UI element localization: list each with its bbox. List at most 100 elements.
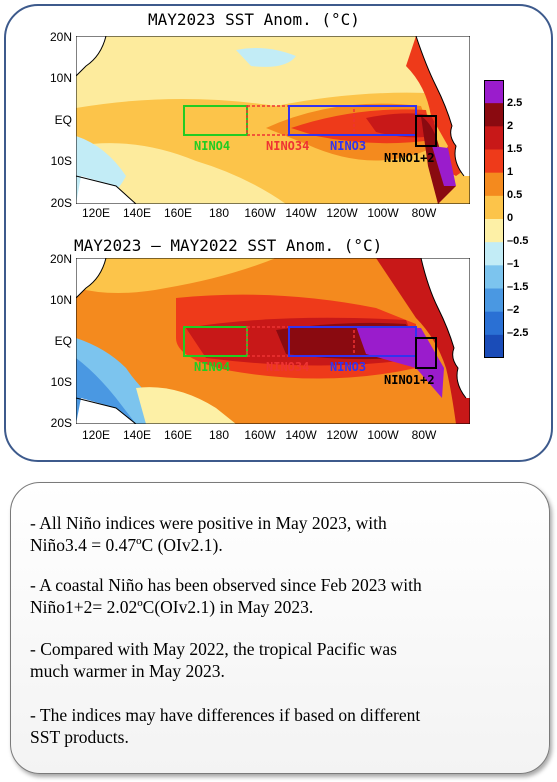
top-label-nino34: NINO34: [266, 139, 309, 153]
bottom-sst-map: NINO4 NINO34 NINO3 NINO1+2: [76, 258, 470, 424]
bottom-label-nino12: NINO1+2: [384, 373, 435, 387]
top-box-nino34: [246, 105, 355, 136]
note-line: - Compared with May 2022, the tropical P…: [30, 639, 397, 659]
colorbar-label: 2.5: [507, 97, 523, 109]
colorbar-label: 0.5: [507, 189, 523, 201]
lon-label: 140W: [285, 206, 317, 220]
colorbar-swatch: [484, 334, 504, 358]
lat-label: EQ: [54, 113, 72, 127]
lat-label: EQ: [54, 334, 72, 348]
note-line: much warmer in May 2023.: [30, 661, 225, 681]
lat-label: 10N: [49, 293, 72, 307]
lat-label: 10N: [49, 71, 72, 85]
note-line: - The indices may have differences if ba…: [30, 705, 421, 725]
lon-label: 120W: [326, 428, 358, 442]
lat-label: 10S: [50, 154, 72, 168]
top-label-nino12: NINO1+2: [384, 151, 435, 165]
colorbar-swatch: [484, 195, 504, 220]
coastline-americas: [420, 258, 467, 399]
land-australia: [76, 398, 136, 424]
colorbar-label: 1: [507, 166, 514, 178]
lat-label: 20N: [49, 30, 72, 44]
colorbar-label: 2: [507, 120, 514, 132]
colorbar-swatch: [484, 242, 504, 266]
colorbar-label: 0: [507, 212, 514, 224]
lon-label: 120E: [81, 428, 111, 442]
lon-label: 120E: [81, 206, 111, 220]
land-americas: [421, 258, 470, 398]
sst-region-north: [76, 258, 276, 293]
colorbar: [484, 80, 504, 358]
colorbar-swatch: [484, 126, 504, 150]
note-line: Niño3.4 = 0.47ºC (OIv2.1).: [30, 535, 223, 555]
colorbar-swatch: [484, 288, 504, 313]
lon-label: 160E: [163, 428, 193, 442]
sst-region-peak: [432, 146, 456, 186]
lon-label: 180: [208, 206, 230, 220]
colorbar-label: –2: [507, 304, 520, 316]
top-label-nino3: NINO3: [330, 139, 366, 153]
lon-label: 100W: [367, 206, 399, 220]
note-line: SST products.: [30, 727, 129, 747]
lat-label: 20S: [50, 416, 72, 430]
bottom-label-nino4: NINO4: [194, 360, 230, 374]
coastline-australia: [76, 397, 137, 424]
sst-region-mild-s: [136, 387, 236, 424]
lon-label: 80W: [411, 428, 437, 442]
sst-region-south: [76, 143, 286, 204]
top-box-nino12: [415, 115, 437, 147]
lon-label: 160W: [244, 428, 276, 442]
lon-label: 80W: [411, 206, 437, 220]
note-line: - A coastal Niño has been observed since…: [30, 575, 422, 595]
lat-label: 20S: [50, 196, 72, 210]
colorbar-frame: [484, 80, 504, 358]
colorbar-swatch: [484, 172, 504, 197]
colorbar-swatch: [484, 149, 504, 174]
note-line: Niño1+2= 2.02ºC(OIv2.1) in May 2023.: [30, 597, 314, 617]
note-line: - All Niño indices were positive in May …: [30, 513, 387, 533]
colorbar-swatch: [484, 80, 504, 104]
colorbar-swatch: [484, 103, 504, 127]
land-asia: [76, 36, 106, 76]
lat-label: 10S: [50, 375, 72, 389]
notes-panel: [10, 482, 550, 774]
lon-label: 160W: [244, 206, 276, 220]
sst-region-north: [76, 36, 470, 108]
bottom-map-title: MAY2023 – MAY2022 SST Anom. (°C): [74, 236, 383, 255]
bottom-box-nino34: [246, 326, 355, 357]
bottom-label-nino34: NINO34: [266, 360, 309, 374]
coastline-americas: [415, 36, 465, 177]
note-item: - Compared with May 2022, the tropical P…: [30, 638, 520, 682]
lon-label: 140W: [285, 428, 317, 442]
note-item: - The indices may have differences if ba…: [30, 704, 520, 748]
note-item: - A coastal Niño has been observed since…: [30, 574, 520, 618]
land-asia: [76, 258, 106, 298]
colorbar-swatch: [484, 311, 504, 336]
sst-region-cool-n: [236, 48, 296, 67]
colorbar-label: –0.5: [507, 235, 529, 247]
colorbar-swatch: [484, 219, 504, 243]
colorbar-label: 1.5: [507, 143, 523, 155]
note-item: - All Niño indices were positive in May …: [30, 512, 520, 556]
lon-label: 140E: [122, 206, 152, 220]
top-sst-map: NINO4 NINO34 NINO3 NINO1+2: [76, 36, 470, 204]
colorbar-label: –1.5: [507, 281, 529, 293]
colorbar-swatch: [484, 265, 504, 289]
land-australia: [76, 176, 136, 204]
lat-label: 20N: [49, 252, 72, 266]
lon-label: 140E: [122, 428, 152, 442]
colorbar-label: –2.5: [507, 327, 529, 339]
lon-label: 100W: [367, 428, 399, 442]
top-map-title: MAY2023 SST Anom. (°C): [148, 10, 360, 29]
colorbar-swatches: [484, 80, 504, 358]
bottom-box-nino12: [415, 337, 437, 369]
lon-label: 120W: [326, 206, 358, 220]
coastline-asia: [76, 258, 107, 299]
colorbar-label: –1: [507, 258, 520, 270]
lon-label: 180: [208, 428, 230, 442]
sst-region-hotter: [366, 113, 436, 138]
coastline-australia: [76, 175, 137, 204]
bottom-label-nino3: NINO3: [330, 360, 366, 374]
coastline-asia: [76, 36, 107, 77]
sst-region-peak: [356, 326, 444, 398]
